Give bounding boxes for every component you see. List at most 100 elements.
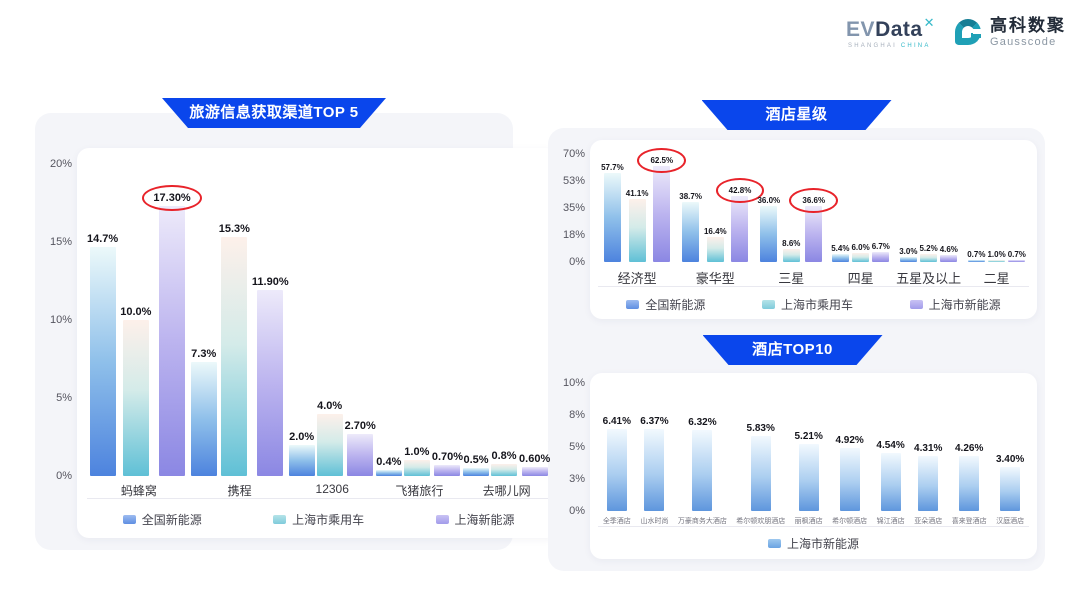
bar[interactable] bbox=[653, 165, 671, 262]
category-label: 四星 bbox=[847, 271, 874, 286]
data-label: 16.4% bbox=[703, 226, 727, 236]
bar[interactable] bbox=[918, 455, 939, 511]
bar[interactable] bbox=[872, 251, 890, 262]
category-label: 万豪商务大酒店 bbox=[677, 518, 727, 525]
bar-cluster: 38.7% 16.4% 42.8% bbox=[679, 154, 764, 262]
bar[interactable] bbox=[899, 257, 917, 262]
category-label: 丽枫酒店 bbox=[794, 518, 823, 525]
bar[interactable] bbox=[434, 465, 461, 476]
y-axis-tick-label: 53% bbox=[562, 175, 585, 187]
legend-label: 全国新能源 bbox=[141, 512, 202, 527]
legend-swatch-icon bbox=[626, 299, 640, 309]
bar[interactable] bbox=[491, 463, 518, 476]
legend-item[interactable]: 上海市乘用车 bbox=[761, 296, 853, 313]
category-label: 携程 bbox=[227, 484, 252, 498]
data-label: 4.0% bbox=[317, 399, 343, 412]
bar-wrapper: 4.54% bbox=[876, 440, 905, 511]
legend-item[interactable]: 全国新能源 bbox=[122, 511, 202, 528]
data-label: 2.70% bbox=[344, 419, 376, 432]
bar-cluster: 36.0% 8.6% 36.6% bbox=[757, 154, 838, 262]
bar[interactable] bbox=[839, 448, 860, 511]
bar[interactable] bbox=[1008, 260, 1026, 262]
bar[interactable] bbox=[959, 456, 980, 511]
bar[interactable] bbox=[89, 246, 116, 476]
bar[interactable] bbox=[805, 205, 823, 262]
data-label: 7.3% bbox=[191, 348, 217, 361]
bar[interactable] bbox=[880, 452, 901, 511]
data-label: 0.4% bbox=[376, 455, 402, 468]
bar[interactable] bbox=[159, 206, 186, 476]
bar-cluster: 4.92% bbox=[835, 383, 864, 511]
bar[interactable] bbox=[940, 254, 958, 262]
data-label: 41.1% bbox=[625, 188, 649, 198]
evdata-ev-text: EV bbox=[846, 18, 876, 41]
bar[interactable] bbox=[1000, 467, 1021, 511]
bar[interactable] bbox=[521, 466, 548, 476]
bar[interactable] bbox=[852, 252, 870, 262]
y-axis-tick-label: 35% bbox=[562, 202, 585, 214]
legend-item[interactable]: 全国新能源 bbox=[626, 296, 705, 313]
bar[interactable] bbox=[706, 236, 724, 262]
data-label: 0.7% bbox=[967, 250, 986, 259]
bar-wrapper: 6.41% bbox=[603, 416, 631, 511]
bar[interactable] bbox=[682, 202, 700, 262]
bar[interactable] bbox=[967, 260, 985, 262]
bar[interactable] bbox=[920, 253, 938, 262]
bar-wrapper: 11.90% bbox=[252, 276, 289, 476]
bar[interactable] bbox=[628, 198, 646, 262]
evdata-data-text: Data bbox=[875, 18, 923, 41]
y-axis-tick-label: 0% bbox=[56, 470, 72, 482]
bar-cluster: 0.7% 1.0% 0.7% bbox=[967, 154, 1026, 262]
y-axis-tick-label: 5% bbox=[56, 392, 72, 404]
bar-wrapper: 4.0% bbox=[316, 399, 343, 476]
hotel-star-banner: 酒店星级 bbox=[702, 100, 892, 130]
bar-group: 6.41% 全季酒店 bbox=[603, 383, 631, 526]
category-label: 喜来登酒店 bbox=[951, 518, 987, 525]
data-label: 5.83% bbox=[746, 423, 775, 435]
bar[interactable] bbox=[257, 290, 284, 476]
bar-wrapper: 17.30% bbox=[142, 185, 203, 476]
bar[interactable] bbox=[403, 460, 430, 476]
data-label: 6.0% bbox=[851, 242, 870, 252]
bar-cluster: 2.0% 4.0% 2.70% bbox=[288, 164, 376, 476]
category-label: 全季酒店 bbox=[602, 518, 631, 525]
data-label: 0.60% bbox=[519, 452, 551, 465]
data-label: 4.92% bbox=[835, 435, 864, 447]
category-label: 豪华型 bbox=[695, 271, 735, 286]
bar[interactable] bbox=[782, 248, 800, 262]
bar[interactable] bbox=[988, 260, 1006, 262]
bar[interactable] bbox=[731, 195, 749, 262]
legend-item[interactable]: 上海市新能源 bbox=[909, 296, 1001, 313]
bar[interactable] bbox=[606, 428, 627, 511]
bar[interactable] bbox=[750, 436, 771, 511]
bar[interactable] bbox=[122, 320, 149, 476]
bar[interactable] bbox=[760, 206, 778, 262]
bar-wrapper: 4.92% bbox=[835, 435, 864, 511]
bar[interactable] bbox=[221, 237, 248, 476]
bar[interactable] bbox=[831, 253, 849, 262]
category-label: 经济型 bbox=[617, 271, 657, 286]
legend-swatch-icon bbox=[273, 514, 287, 524]
bar[interactable] bbox=[603, 172, 621, 262]
bar[interactable] bbox=[316, 413, 343, 476]
legend-item[interactable]: 上海市乘用车 bbox=[273, 511, 364, 528]
bar[interactable] bbox=[798, 444, 819, 511]
chart-panel: 57.7% 41.1% 62.5% 经济型 38.7% 16.4% 42.8% 豪华型 36.0… bbox=[590, 140, 1037, 319]
bar[interactable] bbox=[375, 469, 402, 476]
legend-item[interactable]: 上海市新能源 bbox=[767, 535, 859, 552]
bar-group: 5.83% 希尔顿欢朋酒店 bbox=[736, 383, 785, 526]
y-axis-tick-label: 8% bbox=[569, 409, 585, 421]
y-axis-tick-label: 0% bbox=[569, 256, 585, 268]
bar[interactable] bbox=[692, 430, 713, 511]
bar-wrapper: 14.7% bbox=[87, 233, 118, 476]
bar-wrapper: 0.7% bbox=[1008, 250, 1026, 262]
bar[interactable] bbox=[288, 444, 315, 476]
bar-wrapper: 3.40% bbox=[996, 454, 1024, 511]
legend-item[interactable]: 上海新能源 bbox=[435, 511, 515, 528]
bar[interactable] bbox=[463, 468, 490, 476]
bar[interactable] bbox=[190, 362, 217, 476]
bar-cluster: 6.41% bbox=[603, 383, 631, 511]
bar[interactable] bbox=[644, 429, 665, 511]
bar-group: 4.31% 亚朵酒店 bbox=[914, 383, 942, 526]
bar[interactable] bbox=[347, 433, 374, 476]
